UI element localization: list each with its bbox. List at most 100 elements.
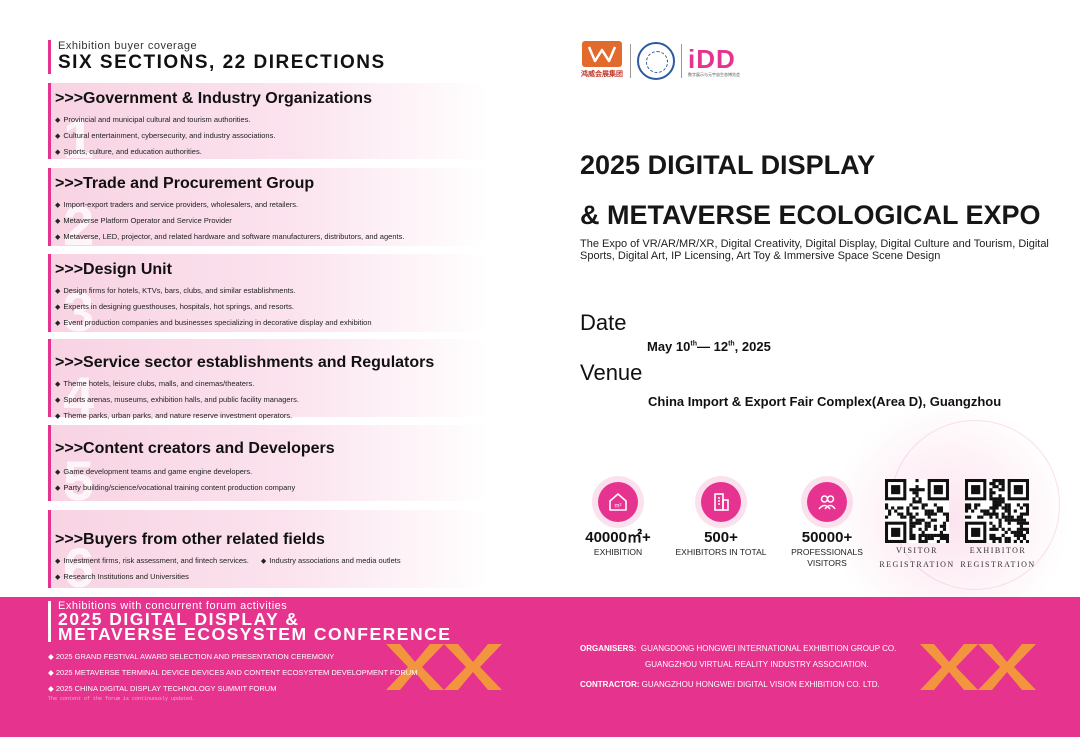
logo-divider [630,44,631,78]
section-item: ◆ Provincial and municipal cultural and t… [55,115,251,124]
section-item: ◆ Industry associations and media outlets [260,556,401,565]
section-design: 3 >>>Design Unit ◆ Design firms for hotel… [48,254,488,340]
audience-panel: Exhibition buyer coverage SIX SECTIONS, … [0,0,548,597]
x-pattern-decoration-icon [920,644,1036,690]
section-other-buyers: 6 >>>Buyers from other related fields ◆ I… [48,510,488,596]
section-item: ◆ Sports, culture, and education authorit… [55,147,202,156]
section-title: >>>Service sector establishments and Reg… [55,354,435,371]
x-pattern-decoration-icon [386,644,502,690]
svg-text:m²: m² [615,504,622,510]
section-item: ◆ Investment firms, risk assessment, and … [55,556,249,565]
section-content-creators: 5 >>>Content creators and Developers ◆ Ga… [48,425,488,509]
section-item: ◆ Event production companies and business… [55,318,372,327]
diamond-bullet-icon: ◆ [55,234,61,241]
qr-code-icon [885,479,950,544]
section-number: 2 [63,194,95,257]
section-item: ◆ Game development teams and game engine … [55,467,253,476]
stat-value: 40000㎡+ [585,529,651,546]
section-item: ◆ Cultural entertainment, cybersecurity, … [55,131,276,140]
diamond-bullet-icon: ◆ [55,469,61,476]
section-number: 5 [63,449,95,512]
visitor-qr-code[interactable] [885,479,950,544]
diamond-bullet-icon: ◆ [55,558,61,565]
section-service: 4 >>>Service sector establishments and R… [48,339,488,425]
house-icon: m² [598,482,638,522]
section-item: ◆ Experts in designing guesthouses, hospi… [55,302,294,311]
association-seal-logo [637,42,675,80]
section-government: 1 >>>Government & Industry Organizations… [48,83,488,167]
organiser-line2: GUANGZHOU VIRTUAL REALITY INDUSTRY ASSOC… [645,660,869,669]
expo-title-line1: 2025 DIGITAL DISPLAY [580,150,876,180]
diamond-bullet-icon: ◆ [55,485,61,492]
section-number: 3 [63,280,95,343]
coverage-title: SIX SECTIONS, 22 DIRECTIONS [58,52,386,73]
exhibitor-qr-code[interactable] [965,479,1030,544]
coverage-heading: Exhibition buyer coverage SIX SECTIONS, … [48,40,386,74]
qr-code-icon [965,479,1030,544]
section-title: >>>Design Unit [55,261,172,278]
forum-list: ◆ 2025 GRAND FESTIVAL AWARD SELECTION AN… [48,649,417,697]
diamond-bullet-icon: ◆ [55,202,61,209]
section-title: >>>Buyers from other related fields [55,531,325,548]
diamond-bullet-icon: ◆ [55,320,61,327]
forum-item: ◆ 2025 GRAND FESTIVAL AWARD SELECTION AN… [48,652,335,661]
stat-value: 50000+ [801,529,853,546]
section-title: >>>Government & Industry Organizations [55,90,372,107]
coverage-subtitle: Exhibition buyer coverage [58,40,198,52]
forum-band: Exhibitions with concurrent forum activi… [0,597,1080,737]
idd-logo-text: iDD [688,43,736,74]
building-icon [701,482,741,522]
diamond-bullet-icon: ◆ [55,574,61,581]
diamond-bullet-icon: ◆ [48,684,56,693]
section-item: ◆ Party building/science/vocational train… [55,483,296,492]
visitor-registration-label: VISITOR REGISTRATION [879,546,955,569]
section-item: ◆ Import-export traders and service provi… [55,200,299,209]
section-title: >>>Content creators and Developers [55,440,335,457]
section-item: ◆ Theme hotels, leisure clubs, malls, and… [55,379,255,388]
contractor-line: CONTRACTOR: GUANGZHOU HONGWEI DIGITAL VI… [580,680,880,689]
hongwei-mark-icon [588,46,616,63]
diamond-bullet-icon: ◆ [55,288,61,295]
section-number: 4 [63,365,95,428]
section-item: ◆ Sports arenas, museums, exhibition hall… [55,395,299,404]
idd-logo-caption: 数字展示与元宇宙生态博览会 [688,71,740,77]
diamond-bullet-icon: ◆ [48,652,56,661]
stat-exhibitors: 500+ EXHIBITORS IN TOTAL [671,482,771,558]
stat-label: PROFESSIONALS VISITORS [791,547,863,568]
diamond-bullet-icon: ◆ [55,304,61,311]
exhibitor-registration-label: EXHIBITOR REGISTRATION [960,546,1036,569]
date-value: May 10th— 12th, 2025 [647,339,771,354]
section-title: >>>Trade and Procurement Group [55,175,315,192]
section-trade: 2 >>>Trade and Procurement Group ◆ Import… [48,168,488,254]
forum-title-line2: METAVERSE ECOSYSTEM CONFERENCE [58,624,452,644]
expo-description: The Expo of VR/AR/MR/XR, Digital Creativ… [580,238,1049,262]
stat-visitors: 50000+ PROFESSIONALS VISITORS [777,482,877,569]
diamond-bullet-icon: ◆ [260,558,267,565]
section-number: 1 [63,107,95,170]
venue-label: Venue [580,360,643,385]
forum-subtitle: Exhibitions with concurrent forum activi… [58,600,288,612]
venue-value: China Import & Export Fair Complex(Area … [648,394,1002,409]
section-item: ◆ Metaverse, LED, projector, and related … [55,232,405,241]
logo-divider [681,44,682,78]
hongwei-caption: 鸿威会展集团 [581,71,623,78]
section-item: ◆ Metaverse Platform Operator and Service… [55,216,232,225]
section-number: 6 [63,536,95,599]
hongwei-logo: 鸿威会展集团 [580,41,624,81]
diamond-bullet-icon: ◆ [55,397,61,404]
diamond-bullet-icon: ◆ [55,218,61,225]
expo-title-line2: & METAVERSE ECOLOGICAL EXPO [580,200,1041,230]
stat-value: 500+ [704,529,738,546]
forum-heading: Exhibitions with concurrent forum activi… [48,600,452,644]
diamond-bullet-icon: ◆ [55,381,61,388]
diamond-bullet-icon: ◆ [55,413,61,420]
date-label: Date [580,310,627,335]
logo-strip: 鸿威会展集团 iDD 数字展示与元宇宙生态博览会 [580,40,740,82]
organiser-line1: ORGANISERS: GUANGDONG HONGWEI INTERNATIO… [580,644,897,653]
diamond-bullet-icon: ◆ [55,117,61,124]
forum-note: The content of the forum is continuously… [48,696,196,702]
forum-item: ◆ 2025 CHINA DIGITAL DISPLAY TECHNOLOGY … [48,684,277,693]
diamond-bullet-icon: ◆ [55,149,61,156]
forum-item: ◆ 2025 METAVERSE TERMINAL DEVICE DEVICES… [48,668,418,677]
section-item: ◆ Research Institutions and Universities [55,572,189,581]
